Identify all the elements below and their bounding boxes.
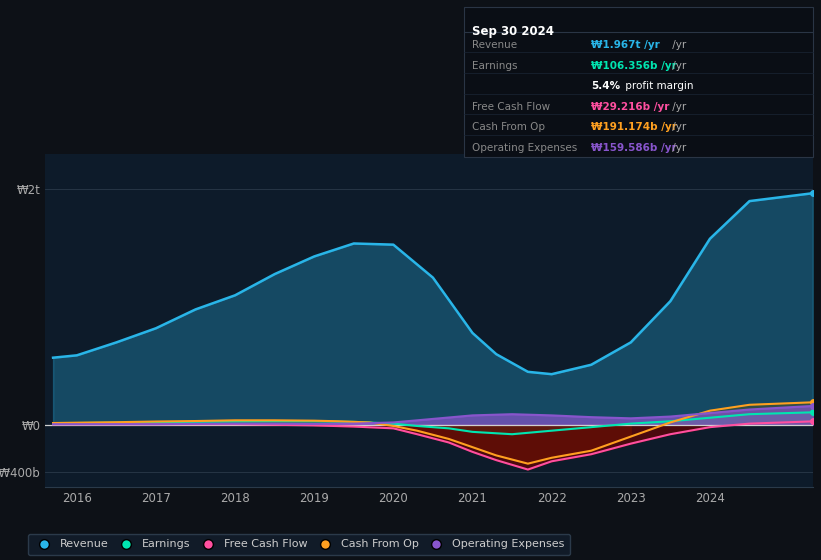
Text: /yr: /yr <box>669 61 686 71</box>
Legend: Revenue, Earnings, Free Cash Flow, Cash From Op, Operating Expenses: Revenue, Earnings, Free Cash Flow, Cash … <box>28 534 570 555</box>
Text: ₩106.356b /yr: ₩106.356b /yr <box>591 61 677 71</box>
Text: ₩1.967t /yr: ₩1.967t /yr <box>591 40 660 50</box>
Text: Operating Expenses: Operating Expenses <box>472 143 577 153</box>
Text: /yr: /yr <box>669 40 686 50</box>
Text: /yr: /yr <box>669 102 686 112</box>
Text: Revenue: Revenue <box>472 40 517 50</box>
Text: Free Cash Flow: Free Cash Flow <box>472 102 550 112</box>
Text: ₩29.216b /yr: ₩29.216b /yr <box>591 102 669 112</box>
Text: 5.4%: 5.4% <box>591 81 620 91</box>
Text: ₩191.174b /yr: ₩191.174b /yr <box>591 123 677 132</box>
Text: Earnings: Earnings <box>472 61 517 71</box>
Text: Sep 30 2024: Sep 30 2024 <box>472 25 554 38</box>
Text: /yr: /yr <box>669 123 686 132</box>
Text: /yr: /yr <box>669 143 686 153</box>
Text: Cash From Op: Cash From Op <box>472 123 545 132</box>
Text: profit margin: profit margin <box>622 81 694 91</box>
Text: ₩159.586b /yr: ₩159.586b /yr <box>591 143 677 153</box>
